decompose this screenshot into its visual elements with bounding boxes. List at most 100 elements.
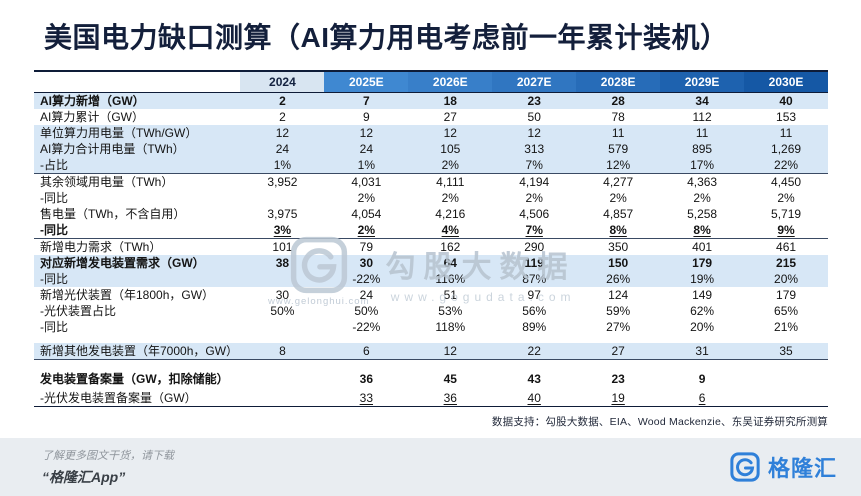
cell: 8 [240,343,325,360]
cell: 51 [443,288,457,302]
row-label: -同比 [34,271,241,287]
cell: 8% [609,223,627,237]
cell: 7% [525,223,543,237]
cell: 7 [324,92,409,109]
cell: -22% [352,320,381,334]
row-label: -占比 [34,157,241,174]
cell: 43 [527,371,541,386]
cell: 2% [441,191,459,205]
cell: 9 [698,371,706,386]
table-container: 2024 2025E 2026E 2027E 2028E 2029E 2030E AI算力新… [34,70,828,429]
cell: 78 [611,110,625,124]
cell: 24 [359,288,374,302]
cell: 59% [606,304,631,318]
cell: 45 [443,371,457,386]
table-row: 新增其他发电装置（年7000h，GW） 8 6 12 22 27 31 35 [34,343,828,360]
cell: 2% [357,191,376,205]
cell: 30 [324,255,409,271]
cell: 4,111 [408,173,493,190]
cell: 162 [408,238,493,255]
cell: 33 [324,389,409,407]
spacer-row [34,359,828,371]
cell: 30 [275,288,290,302]
cell: 11 [744,125,828,141]
cell: 62% [690,304,715,318]
table-row: -同比 2% 2% 2% 2% 2% 2% [34,190,828,206]
cell: 40 [492,389,577,407]
table-row: 对应新增发电装置需求（GW） 38 30 64 119 150 179 215 [34,255,828,271]
table-row: 发电装置备案量（GW，扣除储能） 36 45 43 23 9 [34,371,828,387]
row-label: -同比 [40,320,68,334]
cell: 149 [692,288,713,302]
cell: 12 [324,125,409,141]
cell: 11 [660,125,745,141]
spacer-row [34,335,828,343]
table-row: -占比 1% 1% 2% 7% 12% 17% 22% [34,157,828,174]
cell [240,389,325,407]
table-row: AI算力累计（GW） 2 9 27 50 78 112 153 [34,109,828,125]
table-row: 售电量（TWh，不含自用） 3,975 4,054 4,216 4,506 4,857 5,… [34,206,828,222]
cell: 50 [527,110,541,124]
cell: 116% [408,271,493,287]
cell: 35 [744,343,828,360]
cell: 12 [408,343,493,360]
table-row: AI算力新增（GW） 2 7 18 23 28 34 40 [34,92,828,109]
page-title: 美国电力缺口测算（AI算力用电考虑前一年累计装机） [44,22,729,53]
table-row: 新增电力需求（TWh） 101 79 162 290 350 401 461 [34,238,828,255]
cell: 19% [660,271,745,287]
cell: 4% [441,223,459,237]
cell: 2% [525,191,543,205]
cell: 1% [324,157,409,174]
row-label: 单位算力用电量（TWh/GW） [34,125,241,141]
table-corner-cell [34,70,241,93]
cell: 105 [408,141,493,157]
cell: 20% [744,271,828,287]
promo-block: 了解更多图文干货，请下载 “格隆汇App” [42,447,174,487]
cell: 27% [606,320,631,334]
cell: 2% [777,191,795,205]
table-row: -同比 3% 2% 4% 7% 8% 8% 9% [34,222,828,239]
row-label: AI算力合计用电量（TWh） [34,141,241,157]
cell: 1,269 [744,141,828,157]
cell: 24 [240,141,325,157]
table-row: -光伏装置占比 50% 50% 53% 56% 59% 62% 65% [34,303,828,319]
cell: 1% [240,157,325,174]
cell: 3,975 [267,207,298,221]
column-header-2027E: 2027E [492,70,577,93]
cell: 50% [354,304,379,318]
row-label: 对应新增发电装置需求（GW） [34,255,241,271]
table-row: -同比 -22% 116% 87% 26% 19% 20% [34,271,828,287]
cell: 4,277 [576,173,661,190]
cell: 290 [492,238,577,255]
cell: 7% [492,157,577,174]
column-header-2030E: 2030E [744,70,828,93]
cell: 5,258 [687,207,718,221]
cell: 153 [776,110,797,124]
cell [240,319,324,335]
cell: 350 [576,238,661,255]
cell [744,389,828,407]
row-label: 新增电力需求（TWh） [34,238,241,255]
cell: 150 [576,255,661,271]
cell: 179 [776,288,797,302]
cell: 12 [240,125,325,141]
row-label: 新增光伏装置（年1800h，GW） [40,288,215,302]
table-row: 新增光伏装置（年1800h，GW） 30 24 51 97 124 149 179 [34,287,828,303]
cell: 401 [660,238,745,255]
cell: 38 [240,255,325,271]
cell: 124 [608,288,629,302]
cell: 26% [576,271,661,287]
bottom-bar: 了解更多图文干货，请下载 “格隆汇App” 格隆汇 [0,438,861,496]
cell: 2% [693,191,711,205]
cell: 79 [324,238,409,255]
cell: 3% [273,223,292,237]
gelonghui-logo-icon [730,452,760,482]
cell: 2% [609,191,627,205]
cell: 2% [357,223,376,237]
table-header-row: 2024 2025E 2026E 2027E 2028E 2029E 2030E [34,70,828,93]
row-label: 新增其他发电装置（年7000h，GW） [34,343,241,360]
cell: 36 [408,389,493,407]
cell: 2 [279,110,286,124]
spacer-row [34,386,828,390]
cell: 118% [435,320,466,334]
